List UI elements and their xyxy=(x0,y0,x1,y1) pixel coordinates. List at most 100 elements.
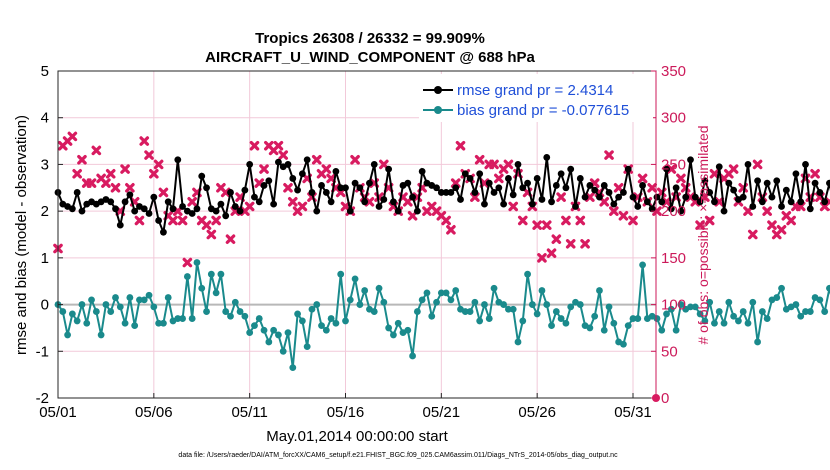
obs-assimilated-marker-31 xyxy=(201,220,212,230)
obs-assimilated-marker-15 xyxy=(125,182,135,193)
bias-point-64 xyxy=(361,287,369,294)
obs-assimilated-marker-134 xyxy=(695,220,705,230)
bias-point-67 xyxy=(375,284,383,292)
obs-assimilated-marker-74 xyxy=(407,211,418,221)
bias-point-119 xyxy=(624,322,632,329)
rmse-point-38 xyxy=(236,207,244,215)
rmse-point-112 xyxy=(591,186,599,194)
bias-point-58 xyxy=(332,319,340,327)
rmse-point-57 xyxy=(327,198,335,206)
obs-assimilated-marker-11 xyxy=(105,168,116,179)
rmse-point-45 xyxy=(270,200,278,208)
rmse-point-107 xyxy=(567,165,575,173)
obs-assimilated-marker-14 xyxy=(120,164,130,174)
obs-assimilated-marker-48 xyxy=(283,182,293,193)
rmse-point-65 xyxy=(366,179,373,187)
rmse-point-147 xyxy=(758,198,766,206)
obs-assimilated-marker-56 xyxy=(321,164,332,174)
bias-point-129 xyxy=(672,326,680,334)
obs-assimilated-marker-106 xyxy=(561,215,571,226)
bias-point-6 xyxy=(83,319,91,327)
bias-point-71 xyxy=(394,319,402,327)
bias-point-34 xyxy=(217,270,225,278)
bias-point-112 xyxy=(591,312,599,320)
rmse-point-69 xyxy=(385,165,393,173)
rmse-point-126 xyxy=(658,198,666,206)
obs-assimilated-marker-54 xyxy=(311,154,322,165)
legend-bias-marker xyxy=(434,106,442,114)
rmse-point-115 xyxy=(605,189,613,196)
rmse-point-135 xyxy=(701,177,709,185)
x-axis-label: May.01,2014 00:00:00 start xyxy=(266,428,448,445)
rmse-point-158 xyxy=(811,179,819,187)
bias-point-145 xyxy=(749,298,757,306)
bias-point-95 xyxy=(509,305,517,313)
obs-assimilated-marker-100 xyxy=(532,220,542,230)
bias-point-8 xyxy=(92,308,100,315)
rmse-point-28 xyxy=(188,210,196,217)
rmse-point-68 xyxy=(380,196,388,203)
legend-bias-label: bias grand pr = -0.077615 xyxy=(457,102,629,119)
bias-point-3 xyxy=(68,310,76,318)
rmse-point-118 xyxy=(620,189,627,196)
obs-assimilated-marker-161 xyxy=(824,197,830,207)
bias-point-106 xyxy=(562,319,570,327)
rmse-point-11 xyxy=(107,198,115,206)
bias-point-57 xyxy=(327,315,335,322)
obs-assimilated-marker-73 xyxy=(402,197,413,207)
rmse-point-50 xyxy=(294,186,301,194)
obs-assimilated-marker-114 xyxy=(599,197,610,207)
bias-point-122 xyxy=(639,261,646,269)
rmse-point-145 xyxy=(749,203,757,210)
bias-point-142 xyxy=(735,317,742,325)
rmse-point-4 xyxy=(73,189,81,196)
right-tick-label-5: 250 xyxy=(661,156,686,173)
bias-point-56 xyxy=(322,326,330,334)
bias-point-155 xyxy=(797,312,805,320)
bias-point-154 xyxy=(792,301,800,308)
rmse-point-122 xyxy=(639,182,646,189)
rmse-point-149 xyxy=(768,193,776,201)
bias-point-17 xyxy=(136,296,143,304)
bias-point-2 xyxy=(64,331,71,339)
bias-point-42 xyxy=(255,315,263,322)
obs-assimilated-marker-7 xyxy=(86,178,97,188)
rmse-point-34 xyxy=(217,200,225,208)
bias-point-22 xyxy=(160,319,167,327)
rmse-point-153 xyxy=(787,198,795,206)
bias-point-45 xyxy=(270,326,278,334)
rmse-point-136 xyxy=(706,189,714,196)
bias-point-111 xyxy=(586,324,594,332)
x-tick-label-2: 05/11 xyxy=(231,404,267,421)
rmse-point-106 xyxy=(562,184,570,192)
obs-assimilated-marker-141 xyxy=(728,164,739,174)
bias-point-73 xyxy=(404,326,412,334)
x-tick-label-5: 05/26 xyxy=(518,404,556,421)
bias-point-31 xyxy=(203,308,210,315)
rmse-point-92 xyxy=(495,184,503,192)
bias-point-66 xyxy=(370,308,378,315)
bias-point-107 xyxy=(567,303,575,311)
right-tick-label-4: 200 xyxy=(661,203,686,220)
bias-point-88 xyxy=(476,317,484,325)
bias-point-37 xyxy=(231,298,239,306)
obs-assimilated-marker-51 xyxy=(297,201,308,212)
rmse-point-144 xyxy=(744,161,752,168)
obs-assimilated-marker-127 xyxy=(661,197,672,207)
bias-point-79 xyxy=(433,298,440,306)
rmse-point-151 xyxy=(778,203,785,210)
rmse-point-154 xyxy=(792,170,800,178)
bias-point-15 xyxy=(126,294,134,301)
obs-assimilated-marker-136 xyxy=(704,215,715,226)
rmse-point-82 xyxy=(447,189,455,196)
obs-assimilated-marker-3 xyxy=(67,131,78,142)
bias-point-32 xyxy=(207,270,215,278)
left-tick-label-1: -1 xyxy=(36,343,49,360)
bias-point-61 xyxy=(346,296,354,304)
obs-assimilated-marker-68 xyxy=(379,159,389,170)
bias-point-38 xyxy=(236,308,244,315)
bias-point-9 xyxy=(97,331,105,339)
rmse-point-25 xyxy=(174,156,182,164)
obs-assimilated-marker-122 xyxy=(637,173,648,184)
obs-assimilated-marker-5 xyxy=(77,154,87,165)
